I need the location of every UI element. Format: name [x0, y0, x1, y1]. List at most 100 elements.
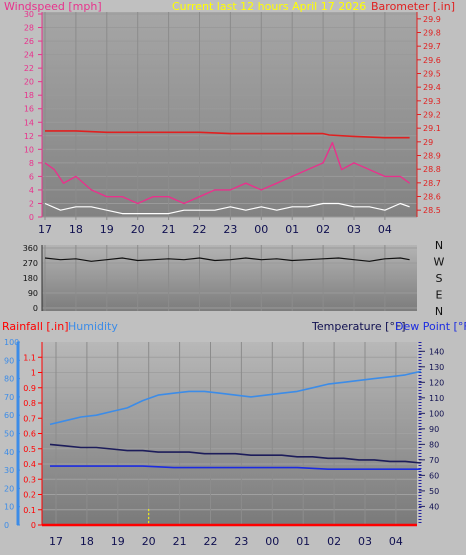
- direction-tick-label: 270: [23, 259, 38, 268]
- compass-label: E: [436, 289, 443, 302]
- hour-label: 19: [100, 223, 114, 236]
- wind-gust-line: [44, 141, 411, 205]
- temperature-tick-label: 80: [429, 440, 439, 449]
- bottom-hour-label: 03: [358, 535, 372, 548]
- hour-label: 03: [347, 223, 361, 236]
- temperature-tick-label: 140: [429, 347, 444, 356]
- bottom-hour-label: 18: [80, 535, 94, 548]
- rain-tick-label: 0: [31, 521, 36, 530]
- rain-tick-label: 0.6: [23, 430, 36, 439]
- wind-tick-label: 26: [24, 37, 34, 46]
- humidity-line: [49, 370, 421, 426]
- hour-label: 01: [285, 223, 299, 236]
- humidity-tick-label: 10: [4, 503, 14, 512]
- barometer-tick-label: 29.3: [423, 97, 441, 106]
- rain-tick-label: 0.7: [23, 414, 36, 423]
- wind-tick-label: 2: [29, 199, 34, 208]
- direction-tick-label: 0: [33, 304, 38, 313]
- hour-label: 22: [193, 223, 207, 236]
- hour-label: 00: [254, 223, 268, 236]
- barometer-tick-label: 29.4: [423, 83, 441, 92]
- wind-tick-label: 14: [24, 118, 34, 127]
- wind-tick-label: 6: [29, 172, 34, 181]
- wind-tick-label: 8: [29, 159, 34, 168]
- bottom-hour-label: 04: [389, 535, 403, 548]
- humidity-tick-label: 100: [4, 338, 19, 347]
- bottom-hour-label: 17: [49, 535, 63, 548]
- temperature-axis-title: Temperature [°F]: [311, 320, 406, 333]
- rain-tick-label: 0.2: [23, 491, 36, 500]
- temperature-tick-label: 130: [429, 363, 444, 372]
- barometer-tick-label: 29.9: [423, 15, 441, 24]
- wind-direction-line: [44, 257, 410, 262]
- wind-tick-label: 30: [24, 10, 34, 19]
- chart-title: Current last 12 hours April 17 2026: [172, 0, 366, 13]
- hour-label: 20: [131, 223, 145, 236]
- humidity-tick-label: 80: [4, 375, 14, 384]
- wind-tick-label: 4: [29, 186, 34, 195]
- rain-tick-label: 0.9: [23, 384, 36, 393]
- bottom-hour-label: 23: [234, 535, 248, 548]
- direction-tick-label: 180: [23, 274, 38, 283]
- rain-tick-label: 1: [31, 369, 36, 378]
- bottom-hour-label: 01: [296, 535, 310, 548]
- rainfall-axis-title: Rainfall [.in]: [2, 320, 69, 333]
- dewpoint-line: [50, 465, 421, 470]
- wind-plot-area: [42, 12, 417, 217]
- wind-tick-label: 10: [24, 145, 34, 154]
- temperature-tick-label: 60: [429, 471, 439, 480]
- temperature-tick-label: 100: [429, 409, 444, 418]
- humidity-tick-label: 90: [4, 356, 14, 365]
- bottom-hour-label: 00: [265, 535, 279, 548]
- hour-label: 21: [162, 223, 176, 236]
- wind-tick-label: 22: [24, 64, 34, 73]
- rain-tick-label: 0.4: [23, 460, 36, 469]
- bottom-hour-label: 02: [327, 535, 341, 548]
- humidity-tick-label: 30: [4, 466, 14, 475]
- wind-tick-label: 16: [24, 105, 34, 114]
- hour-label: 18: [69, 223, 83, 236]
- bottom-hour-label: 20: [142, 535, 156, 548]
- rain-tick-label: 0.1: [23, 506, 36, 515]
- humidity-tick-label: 0: [4, 521, 9, 530]
- hour-label: 04: [378, 223, 392, 236]
- windspeed-axis-title: Windspeed [mph]: [4, 0, 102, 13]
- temperature-tick-label: 40: [429, 502, 439, 511]
- barometer-tick-label: 28.7: [423, 179, 441, 188]
- hour-label: 17: [38, 223, 52, 236]
- barometer-tick-label: 29: [423, 138, 433, 147]
- humidity-tick-label: 70: [4, 393, 14, 402]
- wind-tick-label: 20: [24, 78, 34, 87]
- temperature-tick-label: 110: [429, 394, 444, 403]
- barometer-tick-label: 29.8: [423, 29, 441, 38]
- rain-tick-label: 0.8: [23, 399, 36, 408]
- hour-label: 02: [316, 223, 330, 236]
- rain-tick-label: 0.5: [23, 445, 36, 454]
- temperature-tick-label: 90: [429, 425, 439, 434]
- rain-tick-label: 1.1: [23, 353, 36, 362]
- dewpoint-axis-title: Dew Point [°F]: [395, 320, 466, 333]
- barometer-tick-label: 28.8: [423, 165, 441, 174]
- wind-tick-label: 24: [24, 51, 34, 60]
- wind-tick-label: 28: [24, 24, 34, 33]
- barometer-tick-label: 28.6: [423, 193, 441, 202]
- temperature-line: [49, 443, 421, 464]
- compass-label: N: [435, 305, 443, 318]
- barometer-tick-label: 28.9: [423, 152, 441, 161]
- humidity-tick-label: 20: [4, 484, 14, 493]
- humidity-axis-title: Humidity: [68, 320, 118, 333]
- barometer-axis-title: Barometer [.in]: [371, 0, 455, 13]
- bottom-hour-label: 19: [111, 535, 125, 548]
- barometer-tick-label: 29.7: [423, 42, 441, 51]
- humidity-tick-label: 50: [4, 430, 14, 439]
- bottom-hour-label: 21: [173, 535, 187, 548]
- barometer-tick-label: 29.6: [423, 56, 441, 65]
- compass-label: S: [436, 272, 443, 285]
- temperature-tick-label: 50: [429, 487, 439, 496]
- wind-average-line: [44, 202, 410, 215]
- humidity-tick-label: 40: [4, 448, 14, 457]
- direction-tick-label: 360: [23, 244, 38, 253]
- wind-tick-label: 12: [24, 132, 34, 141]
